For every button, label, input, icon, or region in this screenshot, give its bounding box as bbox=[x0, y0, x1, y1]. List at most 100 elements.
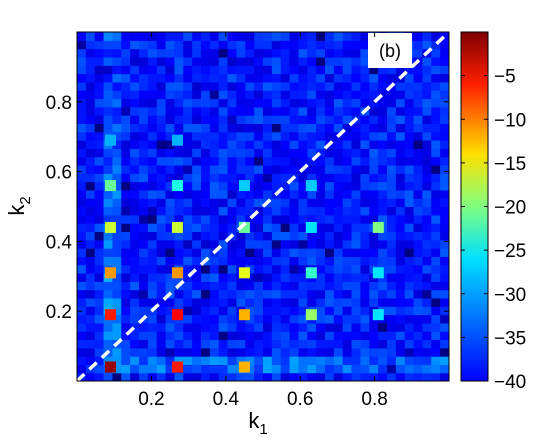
peak-cell bbox=[372, 309, 384, 321]
heatmap-cell bbox=[192, 40, 202, 50]
heatmap-cell bbox=[440, 331, 449, 341]
heatmap-cell bbox=[395, 123, 406, 133]
heatmap-cell bbox=[333, 65, 344, 75]
heatmap-cell bbox=[351, 81, 362, 91]
heatmap-cell bbox=[307, 206, 317, 216]
heatmap-cell bbox=[387, 364, 397, 374]
heatmap-cell bbox=[94, 347, 105, 357]
heatmap-cell bbox=[165, 206, 176, 216]
heatmap-cell bbox=[263, 289, 273, 299]
heatmap-cell bbox=[218, 40, 229, 50]
heatmap-cell bbox=[94, 206, 105, 216]
heatmap-cell bbox=[201, 181, 211, 191]
heatmap-cell bbox=[112, 372, 122, 381]
heatmap-cell bbox=[316, 40, 326, 50]
heatmap-cell bbox=[280, 372, 291, 381]
heatmap-cell bbox=[209, 372, 220, 381]
heatmap-cell bbox=[130, 206, 140, 216]
heatmap-cell bbox=[316, 56, 326, 66]
heatmap-cell bbox=[440, 281, 449, 291]
heatmap-cell bbox=[360, 181, 370, 191]
heatmap-cell bbox=[245, 40, 255, 50]
heatmap-cell bbox=[218, 214, 229, 224]
heatmap-cell bbox=[280, 256, 291, 266]
heatmap-cell bbox=[387, 106, 397, 116]
heatmap-cell bbox=[85, 306, 96, 316]
heatmap-cell bbox=[209, 173, 220, 183]
heatmap-cell bbox=[333, 90, 344, 100]
heatmap-cell bbox=[351, 164, 362, 174]
heatmap-cell bbox=[360, 65, 370, 75]
heatmap-cell bbox=[183, 356, 193, 365]
heatmap-cell bbox=[121, 314, 131, 324]
heatmap-cell bbox=[94, 231, 105, 241]
heatmap-cell bbox=[342, 148, 353, 158]
heatmap-cell bbox=[183, 347, 193, 357]
heatmap-cell bbox=[236, 140, 246, 149]
heatmap-cell bbox=[112, 106, 122, 116]
heatmap-cell bbox=[325, 73, 335, 83]
y-tick-label: 0.6 bbox=[46, 163, 72, 184]
heatmap-cell bbox=[245, 164, 255, 174]
heatmap-cell bbox=[360, 48, 370, 58]
heatmap-cell bbox=[139, 347, 149, 357]
heatmap-cell bbox=[342, 32, 353, 41]
heatmap-cell bbox=[325, 48, 335, 58]
heatmap-cell bbox=[209, 231, 220, 241]
heatmap-cell bbox=[245, 306, 255, 316]
heatmap-cell bbox=[413, 339, 424, 349]
heatmap-cell bbox=[130, 314, 140, 324]
heatmap-cell bbox=[360, 198, 370, 208]
heatmap-cell bbox=[156, 314, 167, 324]
heatmap-cell bbox=[254, 198, 264, 208]
colorbar-tick-label: −5 bbox=[494, 67, 516, 88]
heatmap-cell bbox=[342, 115, 353, 125]
heatmap-cell bbox=[201, 272, 211, 282]
heatmap-cell bbox=[369, 347, 379, 357]
heatmap-cell bbox=[130, 214, 140, 224]
heatmap-cell bbox=[395, 347, 406, 357]
heatmap-cell bbox=[431, 164, 441, 174]
heatmap-cell bbox=[378, 239, 388, 249]
heatmap-cell bbox=[112, 140, 122, 149]
heatmap-cell bbox=[103, 123, 114, 133]
heatmap-cell bbox=[112, 156, 122, 166]
heatmap-cell bbox=[289, 281, 300, 291]
heatmap-cell bbox=[245, 189, 255, 199]
heatmap-cell bbox=[245, 140, 255, 149]
heatmap-cell bbox=[404, 131, 415, 141]
heatmap-cell bbox=[112, 81, 122, 91]
heatmap-cell bbox=[236, 156, 246, 166]
heatmap-cell bbox=[85, 239, 96, 249]
heatmap-cell bbox=[218, 173, 229, 183]
heatmap-cell bbox=[192, 48, 202, 58]
heatmap-cell bbox=[245, 65, 255, 75]
peak-cell bbox=[238, 267, 250, 279]
heatmap-cell bbox=[174, 372, 184, 381]
heatmap-cell bbox=[422, 56, 432, 66]
peak-cell bbox=[171, 309, 183, 321]
heatmap-cell bbox=[431, 181, 441, 191]
heatmap-cell bbox=[395, 198, 406, 208]
heatmap-cell bbox=[183, 239, 193, 249]
heatmap-cell bbox=[263, 272, 273, 282]
heatmap-cell bbox=[431, 206, 441, 216]
heatmap-cell bbox=[263, 90, 273, 100]
heatmap-cell bbox=[112, 272, 122, 282]
heatmap-cell bbox=[440, 90, 449, 100]
heatmap-cell bbox=[121, 90, 131, 100]
heatmap-cell bbox=[351, 256, 362, 266]
heatmap-cell bbox=[404, 297, 415, 307]
heatmap-cell bbox=[165, 347, 176, 357]
heatmap-cell bbox=[245, 156, 255, 166]
heatmap-cell bbox=[201, 156, 211, 166]
heatmap-cell bbox=[360, 131, 370, 141]
heatmap-cell bbox=[422, 148, 432, 158]
heatmap-cell bbox=[165, 256, 176, 266]
heatmap-cell bbox=[77, 90, 87, 100]
heatmap-cell bbox=[218, 198, 229, 208]
heatmap-cell bbox=[236, 248, 246, 257]
heatmap-cell bbox=[94, 322, 105, 332]
heatmap-cell bbox=[369, 81, 379, 91]
heatmap-cell bbox=[369, 131, 379, 141]
